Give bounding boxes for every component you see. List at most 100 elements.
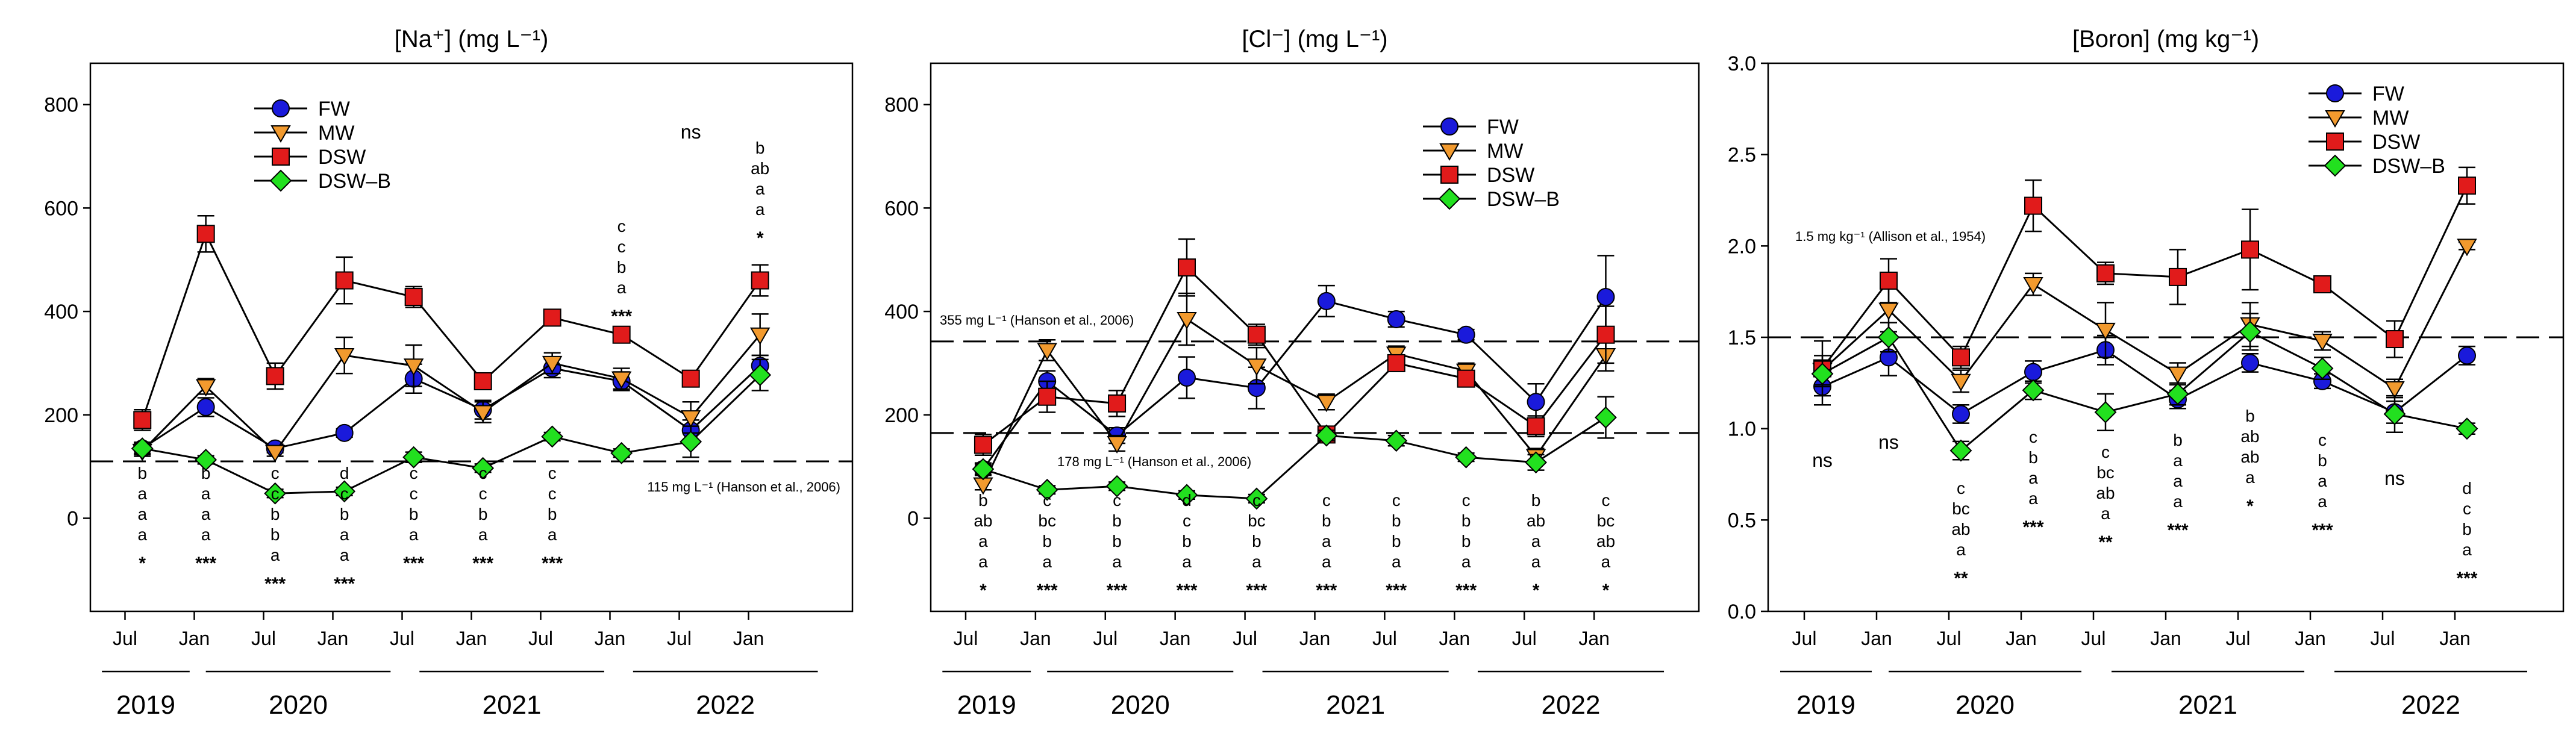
data-point-dsw-b (1175, 484, 1198, 507)
significance-marker: *** (1386, 581, 1407, 600)
series-line-fw (1822, 349, 2468, 416)
significance-letter: b (2028, 448, 2038, 467)
x-tick-label: Jan (1299, 628, 1331, 649)
significance-letter: c (617, 217, 626, 235)
reference-line-label: 355 mg L⁻¹ (Hanson et al., 2006) (940, 313, 1134, 328)
significance-letter: a (2318, 472, 2327, 490)
x-tick-label: Jul (1792, 628, 1817, 649)
significance-letter: b (1112, 511, 1122, 530)
significance-letter: a (2318, 492, 2327, 511)
series-line-dsw-b (1822, 331, 2468, 452)
significance-letter: c (479, 464, 487, 482)
significance-letter: d (340, 464, 349, 482)
data-point-dsw (543, 308, 561, 327)
series-line-mw (1821, 245, 2468, 390)
significance-letter: b (978, 491, 988, 510)
significance-marker: *** (472, 554, 493, 573)
significance-letter: a (1322, 532, 1331, 551)
x-tick-label: Jul (2081, 628, 2106, 649)
y-tick-label: 0.5 (1728, 509, 1756, 532)
data-point-dsw (1880, 271, 1898, 290)
legend-marker (1440, 166, 1458, 184)
x-tick-label: Jul (113, 628, 137, 649)
significance-letter: a (137, 484, 147, 503)
significance-letter: b (2318, 451, 2327, 470)
x-tick-label: Jan (1578, 628, 1610, 649)
data-point-dsw-b (131, 437, 154, 460)
chart-panel-3: [Boron] (mg kg⁻¹) 0.0 0.5 1.0 1.5 2.0 2.5 3.0 Ju… (1728, 26, 2565, 720)
significance-letter: b (1531, 491, 1541, 510)
legend-marker (2326, 133, 2344, 151)
significance-marker: *** (1107, 581, 1128, 600)
significance-marker: *** (2456, 569, 2477, 588)
significance-marker: ** (2098, 532, 2113, 552)
data-point-dsw-b (1385, 429, 1408, 452)
data-point-dsw (2458, 176, 2476, 195)
y-tick-label: 200 (884, 404, 919, 427)
significance-letter: c (2101, 443, 2110, 461)
significance-letter: c (2318, 431, 2327, 449)
data-point-dsw-b (195, 449, 217, 471)
significance-marker: *** (195, 554, 216, 573)
significance-letter: b (1252, 532, 1261, 551)
data-point-mw (2095, 322, 2116, 340)
significance-letter: c (2463, 499, 2471, 518)
data-point-fw (1317, 292, 1336, 310)
data-point-mw (611, 371, 632, 389)
x-tick-label: Jan (733, 628, 764, 649)
chart-panel-1: [Na⁺] (mg L⁻¹) 0 200 400 600 800 Jul Jan Jul Jan J… (44, 26, 854, 720)
significance-letter: a (1601, 552, 1611, 571)
significance-marker: * (1602, 581, 1610, 600)
significance-letter: a (978, 552, 988, 571)
legend-marker (270, 125, 291, 143)
significance-letter: b (270, 525, 280, 544)
data-point-fw (1178, 368, 1196, 387)
y-tick-label: 2.5 (1728, 144, 1756, 167)
significance-letter: b (548, 505, 557, 523)
x-tick-label: Jan (456, 628, 487, 649)
data-point-dsw (2024, 196, 2042, 215)
x-tick-label: Jan (1861, 628, 1892, 649)
data-point-dsw-b (1105, 475, 1128, 498)
legend-label: MW (2372, 107, 2409, 129)
significance-letter: b (1462, 532, 1471, 551)
year-label: 2021 (1326, 690, 1385, 720)
significance-letter: c (271, 464, 280, 482)
data-point-dsw (196, 225, 215, 243)
significance-marker: * (757, 228, 764, 248)
significance-letter: a (137, 525, 147, 544)
data-point-mw (472, 405, 493, 423)
significance-letter: b (1392, 532, 1401, 551)
data-point-dsw (1387, 354, 1405, 372)
significance-letter: c (2029, 428, 2037, 446)
data-point-dsw-b (1036, 478, 1058, 501)
significance-marker: *** (1176, 581, 1197, 600)
significance-marker: *** (1455, 581, 1477, 600)
significance-letter: b (617, 258, 627, 276)
x-tick-label: Jan (2005, 628, 2037, 649)
series-line-dsw (141, 231, 761, 420)
year-label: 2020 (1955, 690, 2015, 720)
y-tick-label: 800 (44, 94, 78, 117)
data-point-dsw-b (1811, 363, 1834, 385)
significance-letter: a (201, 505, 211, 523)
significance-letter: b (201, 464, 211, 482)
y-tick-label: 400 (884, 301, 919, 323)
x-tick-label: Jan (2150, 628, 2181, 649)
series-line-dsw (983, 266, 1607, 446)
data-point-fw (1596, 288, 1615, 307)
y-tick-label: 0 (907, 507, 919, 530)
significance-marker: *** (403, 554, 424, 573)
significance-letter: c (1113, 491, 1121, 510)
significance-letter: a (617, 278, 627, 297)
data-point-dsw (2169, 267, 2187, 286)
significance-letter: ab (2096, 484, 2115, 502)
significance-letter: a (270, 546, 280, 564)
significance-letter: a (1322, 552, 1331, 571)
significance-letter: c (479, 484, 487, 503)
y-tick-label: 600 (44, 197, 78, 220)
x-tick-label: Jan (1020, 628, 1051, 649)
significance-letter: c (1252, 491, 1261, 510)
year-label: 2019 (1796, 690, 1855, 720)
data-point-mw (749, 327, 771, 345)
